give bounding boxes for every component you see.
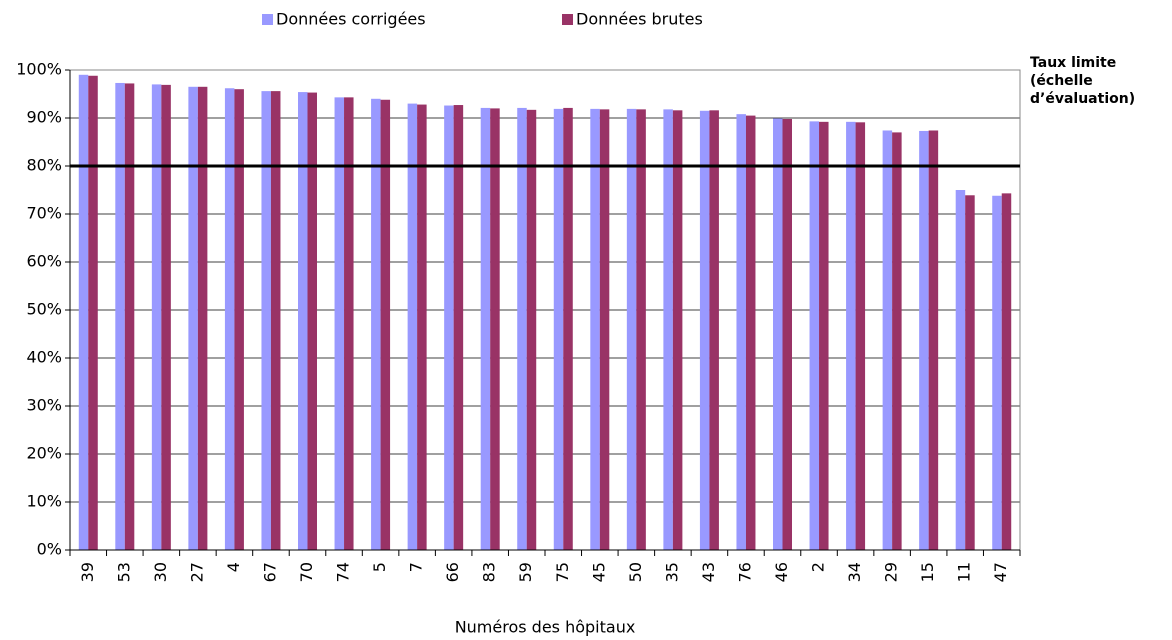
y-tick-label: 70%: [26, 204, 62, 223]
y-tick-label: 100%: [16, 60, 62, 79]
x-tick-label: 27: [187, 562, 206, 582]
bar: [965, 195, 975, 550]
bar: [380, 99, 391, 550]
bar: [736, 114, 746, 550]
bar: [517, 107, 527, 551]
bar: [553, 108, 564, 550]
y-tick-label: 40%: [26, 348, 62, 367]
bar: [480, 107, 491, 551]
x-tick-label: 83: [480, 562, 499, 582]
bar: [855, 122, 866, 550]
bar: [197, 86, 208, 551]
bar: [115, 82, 125, 551]
x-tick-label: 39: [78, 562, 97, 582]
bar: [882, 130, 893, 551]
bar: [699, 110, 710, 551]
bar: [224, 88, 235, 551]
bar: [590, 108, 600, 550]
legend-swatch: [262, 14, 273, 25]
bar: [563, 107, 573, 551]
bar: [307, 92, 317, 550]
legend-label: Données brutes: [576, 10, 703, 29]
bar: [809, 121, 820, 551]
bar: [407, 103, 418, 550]
bar: [709, 110, 719, 550]
x-tick-label: 30: [151, 562, 170, 582]
x-tick-label: 5: [370, 562, 389, 572]
bar: [161, 84, 171, 550]
x-tick-label: 53: [114, 562, 133, 582]
bar: [745, 115, 756, 550]
threshold-label: Taux limite (échelle d’évaluation): [1030, 55, 1136, 107]
bar: [124, 83, 135, 550]
bar: [992, 195, 1002, 550]
bar: [1001, 193, 1012, 551]
x-tick-label: 29: [882, 562, 901, 582]
bar: [453, 105, 464, 550]
bar: [334, 97, 345, 551]
x-tick-label: 15: [918, 562, 937, 582]
x-tick-label: 70: [297, 562, 316, 582]
x-tick-label: 47: [991, 562, 1010, 582]
bar: [490, 108, 500, 551]
bar: [773, 118, 783, 550]
x-tick-label: 59: [516, 562, 535, 582]
bar: [417, 104, 427, 550]
x-tick-label: 50: [626, 562, 645, 582]
bar: [636, 109, 646, 551]
bar: [846, 121, 856, 550]
x-tick-label: 75: [553, 562, 572, 582]
bar: [928, 130, 939, 551]
x-tick-label: 11: [955, 562, 974, 582]
bar: [599, 109, 610, 551]
y-tick-label: 80%: [26, 156, 62, 175]
x-tick-label: 46: [772, 562, 791, 582]
bar: [88, 75, 98, 550]
x-tick-label: 67: [260, 562, 279, 582]
bar: [819, 121, 829, 550]
x-axis-title: Numéros des hôpitaux: [455, 618, 636, 637]
bar: [298, 92, 308, 550]
bar: [234, 89, 244, 550]
x-tick-label: 7: [407, 562, 426, 572]
bar: [626, 108, 637, 550]
bar: [526, 109, 537, 550]
y-tick-label: 90%: [26, 108, 62, 127]
x-tick-label: 35: [662, 562, 681, 582]
x-tick-label: 74: [334, 562, 353, 582]
y-tick-label: 10%: [26, 492, 62, 511]
bar: [782, 118, 792, 551]
x-tick-label: 34: [845, 562, 864, 582]
x-tick-label: 76: [735, 562, 754, 582]
y-tick-label: 50%: [26, 300, 62, 319]
x-tick-label: 4: [224, 562, 243, 572]
bar: [151, 84, 162, 551]
bar: [78, 74, 89, 551]
y-tick-label: 20%: [26, 444, 62, 463]
bar: [892, 132, 902, 550]
legend-swatch: [562, 14, 573, 25]
bar: [371, 98, 381, 551]
bar: [955, 190, 966, 550]
bar: [663, 109, 673, 551]
x-tick-label: 43: [699, 562, 718, 582]
y-tick-label: 0%: [37, 540, 62, 559]
bar: [344, 97, 354, 551]
x-tick-label: 2: [809, 562, 828, 572]
legend-label: Données corrigées: [276, 10, 426, 29]
bar: [188, 86, 198, 551]
x-tick-label: 66: [443, 562, 462, 582]
y-tick-label: 60%: [26, 252, 62, 271]
x-tick-label: 45: [589, 562, 608, 582]
bar: [261, 91, 271, 551]
bar: [919, 130, 929, 550]
y-tick-label: 30%: [26, 396, 62, 415]
bar: [270, 91, 281, 551]
bar: [672, 110, 683, 550]
bar: [444, 105, 454, 551]
